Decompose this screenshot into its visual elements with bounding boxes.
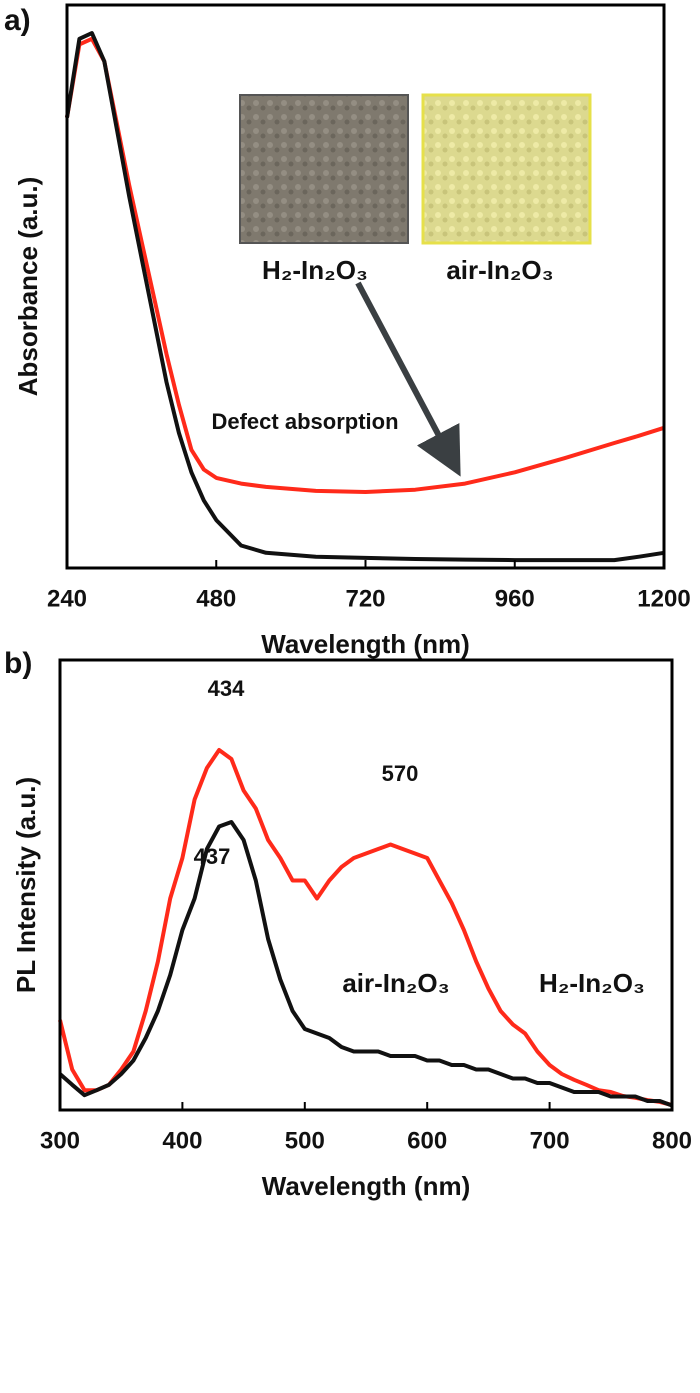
y-axis-label: Absorbance (a.u.): [13, 177, 43, 397]
x-tick-label: 500: [285, 1127, 325, 1154]
x-tick-label: 300: [40, 1127, 80, 1154]
x-tick-label: 800: [652, 1127, 692, 1154]
data-line: [65, 31, 665, 563]
y-axis-label: PL Intensity (a.u.): [11, 777, 41, 993]
annotation: H₂-In₂O₃: [262, 255, 368, 285]
panel-label: b): [4, 647, 32, 680]
plot-frame: [58, 658, 674, 1112]
x-tick-label: 600: [407, 1127, 447, 1154]
photo-air: [421, 93, 592, 245]
panel-label: a): [4, 4, 31, 37]
x-tick-label: 400: [162, 1127, 202, 1154]
x-axis-label: Wavelength (nm): [262, 1171, 470, 1201]
x-tick-label: 240: [47, 585, 87, 612]
annotation: 437: [194, 844, 231, 869]
x-axis-label: Wavelength (nm): [261, 629, 469, 659]
data-line: [58, 820, 673, 1108]
x-tick-label: 720: [345, 585, 385, 612]
series-label: air-In₂O₃: [342, 968, 449, 998]
arrow: [355, 281, 461, 477]
annotation: 570: [382, 761, 419, 786]
x-tick-label: 700: [530, 1127, 570, 1154]
x-tick-label: 480: [196, 585, 236, 612]
annotation: air-In₂O₃: [446, 255, 553, 285]
annotation: Defect absorption: [211, 409, 398, 434]
photo-h2: [239, 94, 409, 244]
data-line: [58, 748, 673, 1107]
plot-frame: [65, 3, 666, 570]
x-tick-label: 960: [495, 585, 535, 612]
annotation: 434: [208, 676, 245, 701]
x-tick-label: 1200: [637, 585, 690, 612]
series-label: H₂-In₂O₃: [539, 968, 645, 998]
